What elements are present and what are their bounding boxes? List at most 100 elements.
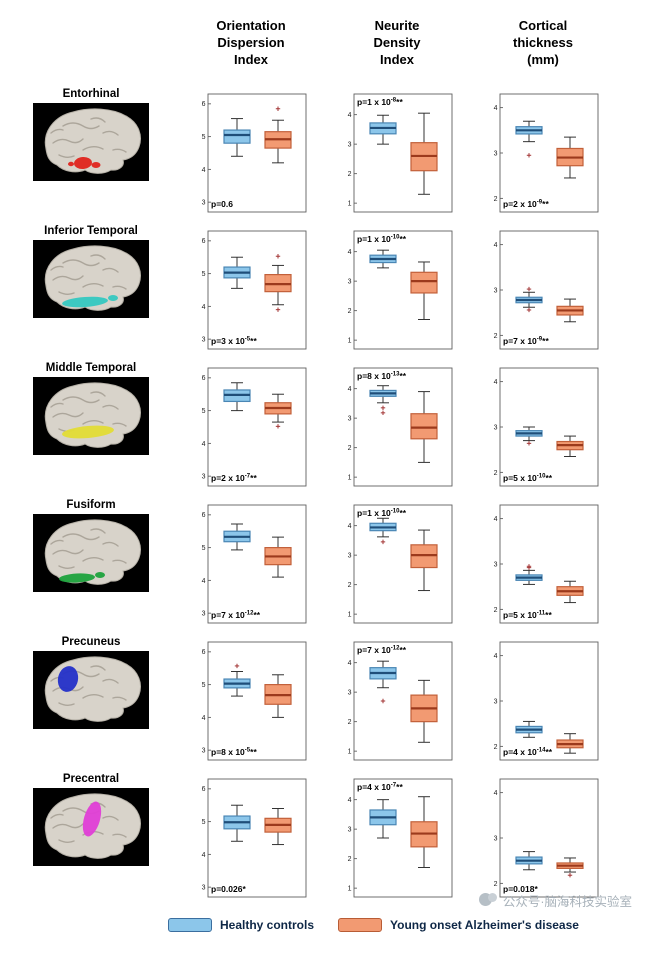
plot-cell-entorhinal-ndi: 1 2 3 4 p=1 x 10-8** bbox=[336, 88, 458, 227]
legend-label-healthy-controls: Healthy controls bbox=[220, 918, 315, 932]
region-highlight bbox=[95, 572, 105, 578]
region-highlight bbox=[68, 161, 74, 167]
figure-row-inferior-temporal: Inferior Temporal 3 4 5 6 p=3 x 10-5** 1 2 3 4 p=1… bbox=[0, 225, 666, 362]
brain-image-fusiform bbox=[33, 514, 149, 592]
y-tick-label: 2 bbox=[494, 607, 498, 614]
y-tick-label: 2 bbox=[494, 744, 498, 751]
p-value-label: p=1 x 10-10** bbox=[357, 508, 407, 518]
brain-sulcus bbox=[62, 533, 100, 541]
y-tick-label: 1 bbox=[348, 886, 352, 893]
axes-frame bbox=[499, 367, 599, 487]
boxplot-precuneus-odi: 3 4 5 6 p=8 x 10-5** bbox=[202, 641, 307, 761]
hc-box bbox=[223, 129, 251, 144]
boxplot-precuneus-ct: 2 3 4 p=4 x 10-14** bbox=[494, 641, 599, 761]
y-tick-label: 6 bbox=[202, 375, 206, 382]
plot-cell-precuneus-ndi: 1 2 3 4 p=7 x 10-12** bbox=[336, 636, 458, 775]
region-highlight bbox=[82, 801, 102, 837]
axes-frame bbox=[207, 778, 307, 898]
brain-sulcus bbox=[90, 528, 106, 534]
brain-cell-inferior-temporal: Inferior Temporal bbox=[33, 225, 149, 323]
brain-image-precuneus bbox=[33, 651, 149, 729]
boxplot-fusiform-ndi: 1 2 3 4 p=1 x 10-10** bbox=[348, 504, 453, 624]
column-headers: Orientation Dispersion Index Neurite Den… bbox=[0, 0, 666, 88]
y-tick-label: 3 bbox=[494, 561, 498, 568]
boxplot-precentral-ct: 2 3 4 p=0.018* bbox=[494, 778, 599, 898]
boxplot-fusiform-odi: 3 4 5 6 p=7 x 10-12** bbox=[202, 504, 307, 624]
brain-sulcus bbox=[102, 815, 119, 821]
y-tick-label: 3 bbox=[348, 142, 352, 149]
y-tick-label: 5 bbox=[202, 134, 206, 141]
plot-cell-precuneus-odi: 3 4 5 6 p=8 x 10-5** bbox=[190, 636, 312, 775]
y-tick-label: 3 bbox=[348, 690, 352, 697]
p-value-label: p=3 x 10-5** bbox=[211, 336, 257, 346]
y-tick-label: 3 bbox=[202, 474, 206, 481]
brain-sulcus bbox=[62, 259, 100, 267]
boxplot-middle-temporal-odi: 3 4 5 6 p=2 x 10-7** bbox=[202, 367, 307, 487]
boxplot-middle-temporal-ct: 2 3 4 p=5 x 10-10** bbox=[494, 367, 599, 487]
y-tick-label: 4 bbox=[348, 660, 352, 667]
brain-sulcus bbox=[58, 291, 75, 295]
y-tick-label: 2 bbox=[348, 719, 352, 726]
brain-sulcus bbox=[58, 565, 75, 569]
region-highlight bbox=[57, 666, 79, 692]
y-tick-label: 5 bbox=[202, 408, 206, 415]
brain-sulcus bbox=[62, 396, 100, 404]
region-highlight bbox=[108, 295, 118, 301]
boxplot-precentral-ndi: 1 2 3 4 p=4 x 10-7** bbox=[348, 778, 453, 898]
y-tick-label: 2 bbox=[348, 582, 352, 589]
axes-frame bbox=[499, 504, 599, 624]
brain-cell-middle-temporal: Middle Temporal bbox=[33, 362, 149, 460]
brain-sulcus bbox=[82, 420, 104, 425]
y-tick-label: 6 bbox=[202, 238, 206, 245]
brain-sulcus bbox=[52, 138, 84, 144]
p-value-label: p=5 x 10-11** bbox=[503, 610, 552, 620]
plot-cell-inferior-temporal-odi: 3 4 5 6 p=3 x 10-5** bbox=[190, 225, 312, 364]
y-tick-label: 4 bbox=[202, 852, 206, 859]
y-tick-label: 4 bbox=[348, 249, 352, 256]
y-tick-label: 5 bbox=[202, 819, 206, 826]
region-highlight bbox=[91, 162, 101, 168]
region-label: Fusiform bbox=[66, 499, 116, 511]
legend: Healthy controls Young onset Alzheimer's… bbox=[168, 918, 595, 932]
region-label: Middle Temporal bbox=[45, 362, 137, 374]
brain-sulcus bbox=[82, 694, 104, 699]
brain-sulcus bbox=[58, 154, 75, 158]
brain-image-entorhinal bbox=[33, 103, 149, 181]
y-tick-label: 4 bbox=[202, 167, 206, 174]
boxplot-entorhinal-ndi: 1 2 3 4 p=1 x 10-8** bbox=[348, 93, 453, 213]
y-tick-label: 5 bbox=[202, 682, 206, 689]
brain-sulcus bbox=[82, 557, 104, 562]
brain-sulcus bbox=[90, 391, 106, 397]
y-tick-label: 4 bbox=[202, 304, 206, 311]
plot-cell-entorhinal-ct: 2 3 4 p=2 x 10-9** bbox=[482, 88, 604, 227]
yoad-box bbox=[410, 413, 438, 440]
y-tick-label: 3 bbox=[494, 150, 498, 157]
y-tick-label: 2 bbox=[348, 856, 352, 863]
y-tick-label: 4 bbox=[348, 112, 352, 119]
y-tick-label: 4 bbox=[494, 790, 498, 797]
y-tick-label: 2 bbox=[348, 171, 352, 178]
y-tick-label: 3 bbox=[202, 885, 206, 892]
brain-sulcus bbox=[82, 283, 104, 288]
y-tick-label: 5 bbox=[202, 271, 206, 278]
yoad-box bbox=[410, 271, 438, 294]
y-tick-label: 4 bbox=[494, 379, 498, 386]
plot-cell-entorhinal-odi: 3 4 5 6 p=0.6 bbox=[190, 88, 312, 227]
brain-sulcus bbox=[112, 833, 127, 838]
region-label: Inferior Temporal bbox=[44, 225, 138, 237]
y-tick-label: 3 bbox=[202, 611, 206, 618]
watermark: 公众号·脑海科技实验室 bbox=[478, 891, 632, 910]
y-tick-label: 1 bbox=[348, 749, 352, 756]
plot-cell-fusiform-ct: 2 3 4 p=5 x 10-11** bbox=[482, 499, 604, 638]
brain-sulcus bbox=[102, 130, 119, 136]
brain-sulcus bbox=[90, 254, 106, 260]
y-tick-label: 4 bbox=[202, 441, 206, 448]
brain-sulcus bbox=[50, 539, 64, 545]
axes-frame bbox=[207, 367, 307, 487]
plot-cell-middle-temporal-odi: 3 4 5 6 p=2 x 10-7** bbox=[190, 362, 312, 501]
y-tick-label: 3 bbox=[202, 337, 206, 344]
p-value-label: p=7 x 10-12** bbox=[211, 610, 261, 620]
brain-sulcus bbox=[112, 148, 127, 153]
legend-label-yoad: Young onset Alzheimer's disease bbox=[390, 918, 579, 932]
brain-sulcus bbox=[112, 285, 127, 290]
